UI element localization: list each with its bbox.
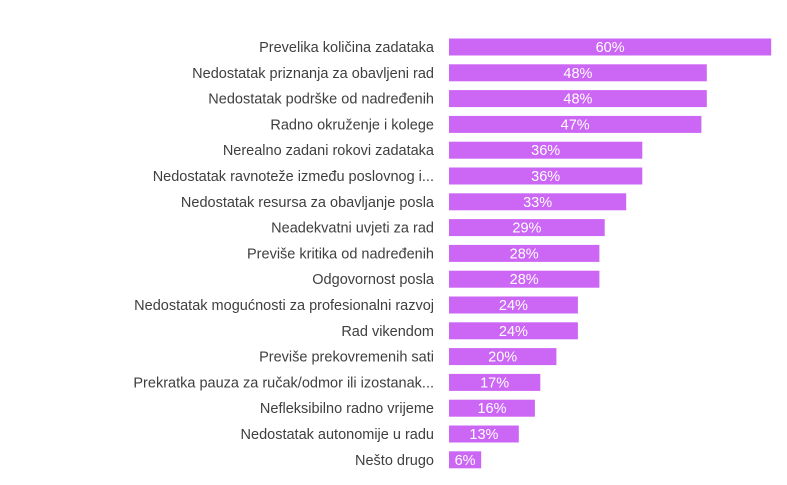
data-label: 36% xyxy=(531,169,560,185)
bar xyxy=(449,219,605,237)
data-label: 24% xyxy=(499,298,528,314)
category-labels-layer: Prevelika količina zadataka Nedostatak pr… xyxy=(133,40,435,469)
bar xyxy=(449,425,519,443)
bar xyxy=(449,348,557,366)
data-labels-layer: 60%48%48%47%36%36%33%29%28%28%24%24%20%1… xyxy=(455,40,625,469)
category-label: Prekratka pauza za ručak/odmor ili izost… xyxy=(133,375,434,391)
category-label: Rad vikendom xyxy=(341,324,434,340)
data-label: 24% xyxy=(499,324,528,340)
data-label: 17% xyxy=(480,375,509,391)
data-label: 16% xyxy=(477,401,506,417)
category-label: Radno okruženje i kolege xyxy=(270,117,434,133)
data-label: 48% xyxy=(563,92,592,108)
category-label: Nedostatak autonomije u radu xyxy=(241,427,434,443)
bar xyxy=(449,373,541,391)
data-label: 20% xyxy=(488,350,517,366)
bar xyxy=(449,38,772,56)
bar xyxy=(449,115,702,133)
bar xyxy=(449,296,578,314)
bars-layer xyxy=(449,38,772,469)
bar xyxy=(449,451,482,469)
category-label: Neadekvatni uvjeti za rad xyxy=(271,221,434,237)
category-label: Nedostatak ravnoteže između poslovnog i.… xyxy=(153,169,434,185)
data-label: 6% xyxy=(455,453,476,469)
bar xyxy=(449,322,578,340)
bar xyxy=(449,270,600,288)
data-label: 48% xyxy=(563,66,592,82)
bar xyxy=(449,167,643,185)
bar xyxy=(449,64,707,82)
bar xyxy=(449,399,535,417)
data-label: 28% xyxy=(510,246,539,262)
bar xyxy=(449,193,627,211)
category-label: Odgovornost posla xyxy=(312,272,435,288)
data-label: 33% xyxy=(523,195,552,211)
data-label: 47% xyxy=(561,117,590,133)
data-label: 60% xyxy=(596,40,625,56)
data-label: 36% xyxy=(531,143,560,159)
category-label: Nefleksibilno radno vrijeme xyxy=(260,401,434,417)
bar xyxy=(449,244,600,262)
category-label: Previše prekovremenih sati xyxy=(259,350,434,366)
bar xyxy=(449,90,707,108)
category-label: Nedostatak podrške od nadređenih xyxy=(208,92,434,108)
category-label: Nedostatak resursa za obavljanje posla xyxy=(181,195,435,211)
category-label: Previše kritika od nadređenih xyxy=(247,246,434,262)
category-label: Nešto drugo xyxy=(355,453,434,469)
category-label: Nedostatak priznanja za obavljeni rad xyxy=(192,66,434,82)
data-label: 29% xyxy=(512,221,541,237)
bar xyxy=(449,141,643,159)
category-label: Prevelika količina zadataka xyxy=(259,40,435,56)
data-label: 28% xyxy=(510,272,539,288)
category-label: Nedostatak mogućnosti za profesionalni r… xyxy=(134,298,434,314)
category-label: Nerealno zadani rokovi zadataka xyxy=(223,143,435,159)
data-label: 13% xyxy=(469,427,498,443)
